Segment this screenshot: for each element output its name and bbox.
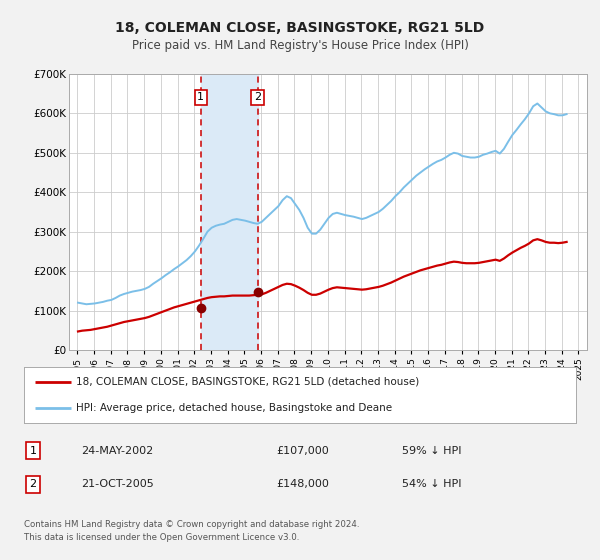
Text: 2: 2 [29, 479, 37, 489]
Text: 59% ↓ HPI: 59% ↓ HPI [402, 446, 461, 456]
Bar [201, 74, 258, 350]
Text: Contains HM Land Registry data © Crown copyright and database right 2024.: Contains HM Land Registry data © Crown c… [24, 520, 359, 529]
Text: 1: 1 [29, 446, 37, 456]
Text: 54% ↓ HPI: 54% ↓ HPI [402, 479, 461, 489]
Text: 24-MAY-2002: 24-MAY-2002 [81, 446, 153, 456]
Text: 2: 2 [254, 92, 262, 102]
Text: This data is licensed under the Open Government Licence v3.0.: This data is licensed under the Open Gov… [24, 533, 299, 542]
Text: 18, COLEMAN CLOSE, BASINGSTOKE, RG21 5LD: 18, COLEMAN CLOSE, BASINGSTOKE, RG21 5LD [115, 21, 485, 35]
Text: £148,000: £148,000 [276, 479, 329, 489]
Text: 21-OCT-2005: 21-OCT-2005 [81, 479, 154, 489]
Text: HPI: Average price, detached house, Basingstoke and Deane: HPI: Average price, detached house, Basi… [76, 403, 392, 413]
Text: Price paid vs. HM Land Registry's House Price Index (HPI): Price paid vs. HM Land Registry's House … [131, 39, 469, 53]
Text: £107,000: £107,000 [276, 446, 329, 456]
Text: 18, COLEMAN CLOSE, BASINGSTOKE, RG21 5LD (detached house): 18, COLEMAN CLOSE, BASINGSTOKE, RG21 5LD… [76, 377, 419, 387]
Text: 1: 1 [197, 92, 204, 102]
